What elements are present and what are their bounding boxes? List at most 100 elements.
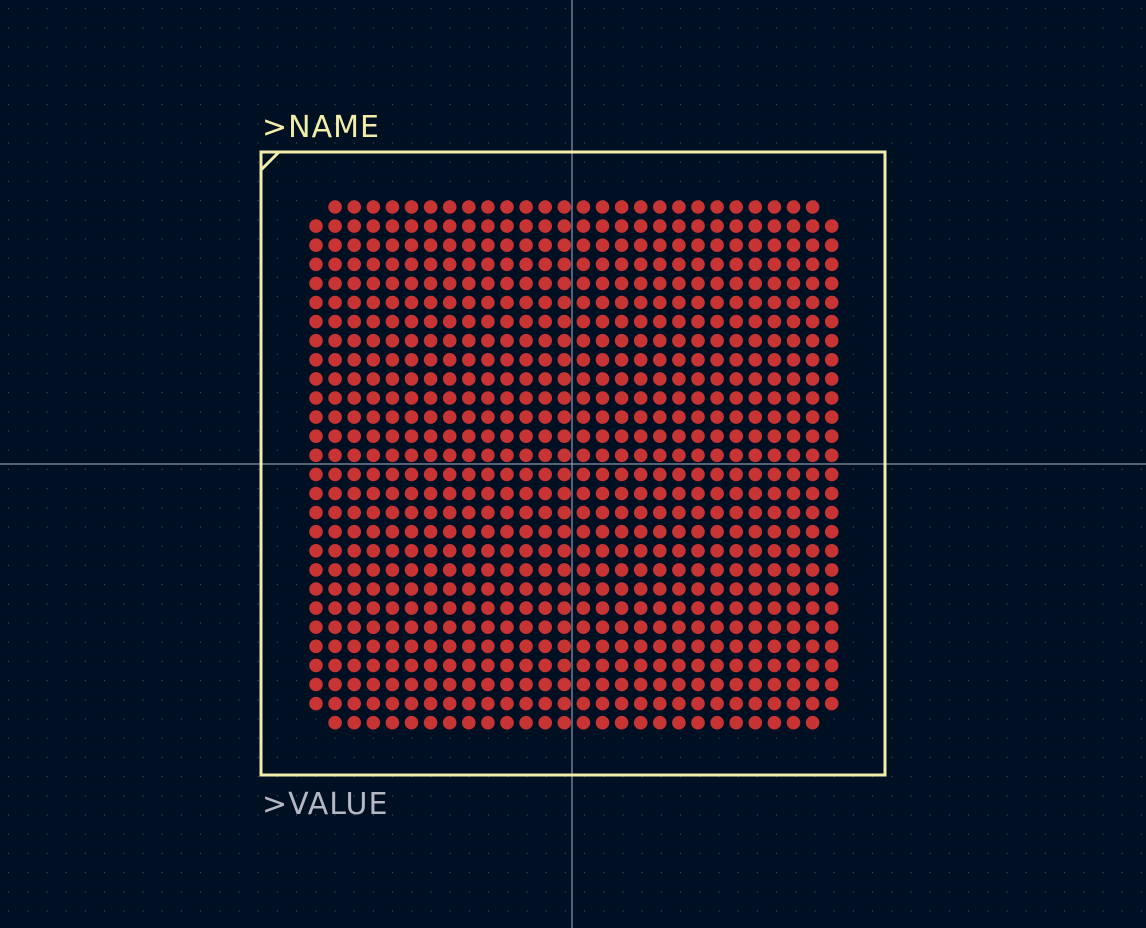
bga-pad[interactable] (576, 639, 591, 654)
bga-pad[interactable] (538, 601, 552, 615)
bga-pad[interactable] (595, 410, 610, 424)
bga-pad[interactable] (786, 505, 801, 520)
bga-pad[interactable] (710, 524, 724, 539)
bga-pad[interactable] (538, 238, 552, 252)
bga-pad[interactable] (366, 353, 381, 367)
bga-pad[interactable] (786, 238, 801, 252)
bga-pad[interactable] (767, 715, 782, 730)
bga-pad[interactable] (767, 391, 782, 405)
bga-pad[interactable] (442, 410, 457, 424)
bga-pad[interactable] (824, 601, 839, 615)
bga-pad[interactable] (481, 582, 495, 596)
bga-pad[interactable] (824, 219, 839, 233)
bga-pad[interactable] (328, 620, 342, 634)
bga-pad[interactable] (500, 658, 514, 673)
bga-pad[interactable] (519, 639, 533, 654)
bga-pad[interactable] (672, 696, 686, 711)
bga-pad[interactable] (786, 391, 801, 405)
bga-pad[interactable] (347, 582, 362, 596)
bga-pad[interactable] (729, 582, 743, 596)
bga-pad[interactable] (691, 467, 705, 482)
bga-pad[interactable] (442, 505, 457, 520)
bga-pad[interactable] (748, 429, 763, 444)
bga-pad[interactable] (500, 677, 514, 692)
bga-pad[interactable] (538, 467, 552, 482)
bga-pad[interactable] (309, 582, 323, 596)
bga-pad[interactable] (557, 391, 572, 405)
bga-pad[interactable] (653, 524, 667, 539)
bga-pad[interactable] (366, 429, 381, 444)
bga-pad[interactable] (366, 715, 381, 730)
bga-pad[interactable] (710, 238, 724, 252)
bga-pad[interactable] (347, 353, 362, 367)
bga-pad[interactable] (366, 333, 381, 348)
bga-pad[interactable] (805, 544, 820, 558)
bga-pad[interactable] (404, 429, 419, 444)
bga-pad[interactable] (366, 505, 381, 520)
bga-pad[interactable] (748, 200, 763, 214)
bga-pad[interactable] (824, 448, 839, 463)
bga-pad[interactable] (462, 696, 476, 711)
bga-pad[interactable] (347, 372, 362, 386)
bga-pad[interactable] (614, 677, 629, 692)
bga-pad[interactable] (729, 448, 743, 463)
bga-pad[interactable] (557, 429, 572, 444)
bga-pad[interactable] (672, 410, 686, 424)
bga-pad[interactable] (614, 563, 629, 577)
bga-pad[interactable] (385, 467, 400, 482)
bga-pad[interactable] (653, 563, 667, 577)
bga-pad[interactable] (538, 314, 552, 329)
bga-pad[interactable] (538, 544, 552, 558)
bga-pad[interactable] (500, 524, 514, 539)
bga-pad[interactable] (633, 639, 648, 654)
bga-pad[interactable] (614, 601, 629, 615)
bga-pad[interactable] (404, 333, 419, 348)
bga-pad[interactable] (328, 410, 342, 424)
bga-pad[interactable] (786, 677, 801, 692)
bga-pad[interactable] (595, 696, 610, 711)
bga-pad[interactable] (347, 448, 362, 463)
bga-pad[interactable] (328, 200, 342, 214)
bga-pad[interactable] (519, 410, 533, 424)
bga-pad[interactable] (462, 410, 476, 424)
bga-pad[interactable] (309, 238, 323, 252)
bga-pad[interactable] (366, 677, 381, 692)
bga-pad[interactable] (366, 372, 381, 386)
bga-pad[interactable] (557, 276, 572, 291)
bga-pad[interactable] (481, 544, 495, 558)
bga-pad[interactable] (442, 677, 457, 692)
bga-pad[interactable] (748, 486, 763, 501)
bga-pad[interactable] (595, 314, 610, 329)
bga-pad[interactable] (404, 391, 419, 405)
bga-pad[interactable] (481, 410, 495, 424)
bga-pad[interactable] (519, 563, 533, 577)
bga-pad[interactable] (519, 448, 533, 463)
bga-pad[interactable] (805, 467, 820, 482)
bga-pad[interactable] (653, 677, 667, 692)
bga-pad[interactable] (653, 715, 667, 730)
bga-pad[interactable] (309, 295, 323, 310)
bga-pad[interactable] (767, 486, 782, 501)
bga-pad[interactable] (557, 219, 572, 233)
bga-pad[interactable] (824, 544, 839, 558)
bga-pad[interactable] (672, 353, 686, 367)
bga-pad[interactable] (595, 372, 610, 386)
bga-pad[interactable] (557, 467, 572, 482)
bga-pad[interactable] (691, 696, 705, 711)
bga-pad[interactable] (442, 200, 457, 214)
bga-pad[interactable] (748, 582, 763, 596)
bga-pad[interactable] (805, 677, 820, 692)
bga-pad[interactable] (576, 333, 591, 348)
bga-pad[interactable] (500, 715, 514, 730)
bga-pad[interactable] (633, 410, 648, 424)
bga-pad[interactable] (557, 314, 572, 329)
bga-pad[interactable] (748, 448, 763, 463)
bga-pad[interactable] (786, 257, 801, 272)
bga-pad[interactable] (767, 544, 782, 558)
bga-pad[interactable] (347, 658, 362, 673)
bga-pad[interactable] (824, 677, 839, 692)
bga-pad[interactable] (423, 333, 438, 348)
bga-pad[interactable] (462, 219, 476, 233)
bga-pad[interactable] (557, 353, 572, 367)
bga-pad[interactable] (633, 620, 648, 634)
